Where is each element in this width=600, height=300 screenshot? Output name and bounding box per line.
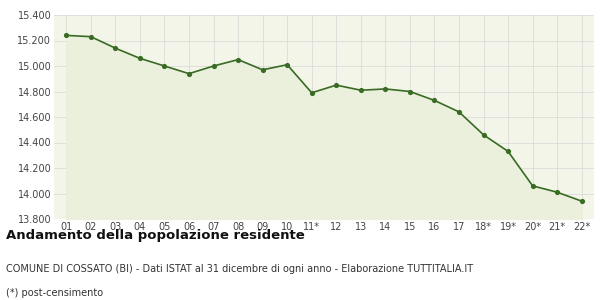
Point	[86, 34, 95, 39]
Point	[356, 88, 365, 93]
Text: COMUNE DI COSSATO (BI) - Dati ISTAT al 31 dicembre di ogni anno - Elaborazione T: COMUNE DI COSSATO (BI) - Dati ISTAT al 3…	[6, 264, 473, 274]
Point	[405, 89, 415, 94]
Point	[577, 199, 587, 203]
Point	[430, 98, 439, 103]
Point	[160, 64, 169, 68]
Point	[184, 71, 194, 76]
Text: (*) post-censimento: (*) post-censimento	[6, 288, 103, 298]
Point	[283, 62, 292, 67]
Point	[209, 64, 218, 68]
Point	[528, 183, 538, 188]
Point	[503, 149, 513, 154]
Point	[307, 90, 317, 95]
Point	[553, 190, 562, 195]
Point	[258, 68, 268, 72]
Point	[479, 132, 488, 137]
Point	[233, 57, 243, 62]
Point	[331, 83, 341, 88]
Point	[135, 56, 145, 61]
Point	[110, 46, 120, 50]
Point	[61, 33, 71, 38]
Point	[380, 87, 390, 92]
Point	[454, 110, 464, 114]
Text: Andamento della popolazione residente: Andamento della popolazione residente	[6, 230, 305, 242]
